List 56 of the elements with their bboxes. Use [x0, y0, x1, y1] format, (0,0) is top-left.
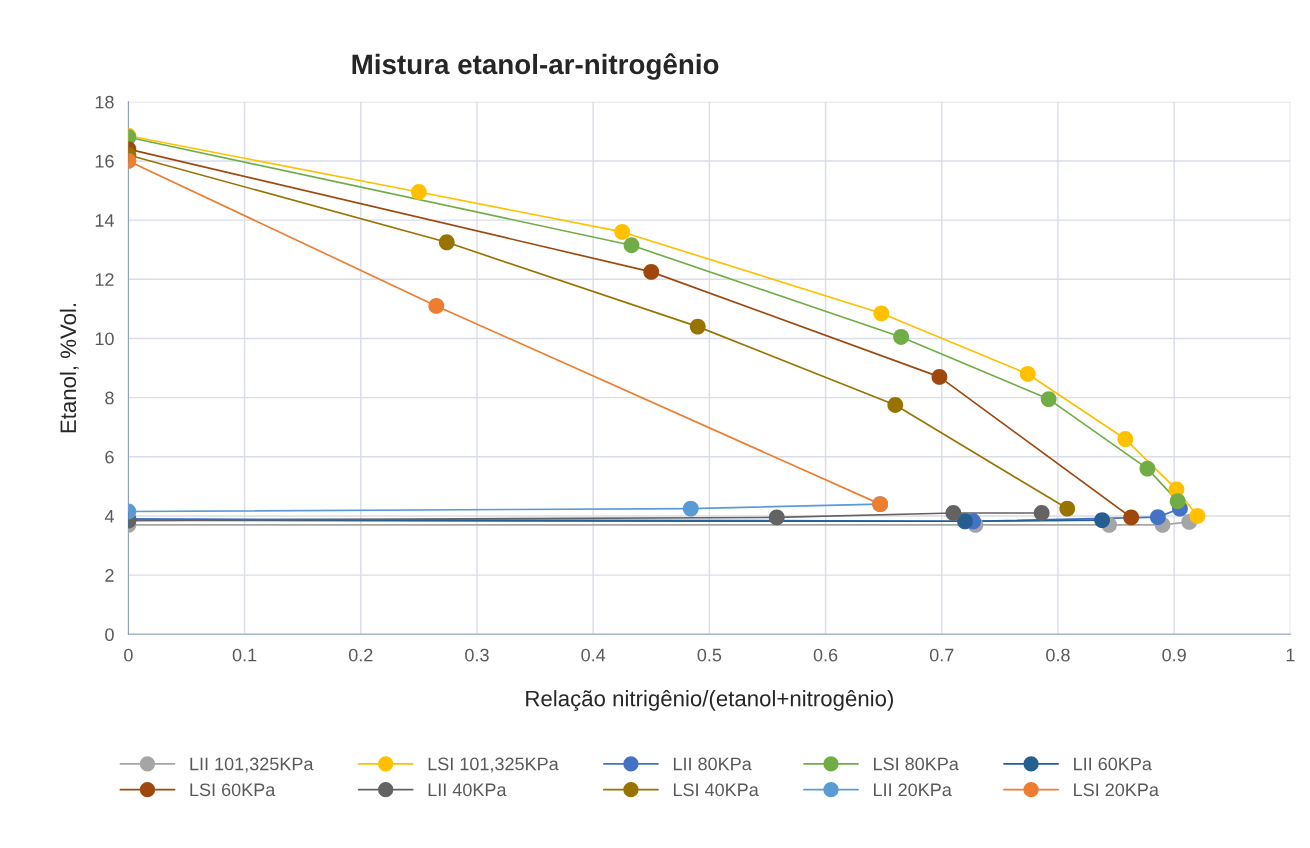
- legend-label: LII 40KPa: [428, 783, 507, 797]
- y-axis-title: Etanol, %Vol.: [59, 303, 79, 433]
- legend-label: LSI 60KPa: [190, 783, 276, 797]
- legend-label: LSI 20KPa: [1074, 783, 1159, 797]
- point: [893, 329, 910, 345]
- point: [614, 224, 631, 240]
- point: [873, 305, 890, 322]
- legend-label: LII 60KPa: [1074, 757, 1152, 771]
- x-tick-label: 0.2: [348, 648, 373, 662]
- point: [1033, 505, 1050, 521]
- x-tick-label: 1: [1286, 648, 1295, 662]
- point: [623, 237, 640, 254]
- point: [1019, 366, 1036, 382]
- point: [945, 505, 962, 521]
- y-tick-label: 16: [95, 154, 114, 168]
- x-tick-label: 0.9: [1162, 648, 1186, 662]
- x-tick-label: 0.4: [581, 648, 606, 662]
- point: [1149, 509, 1166, 526]
- x-tick-label: 0.6: [813, 648, 838, 662]
- y-tick-label: 12: [95, 273, 114, 286]
- point: [1040, 391, 1057, 408]
- x-tick-label: 0.1: [232, 648, 257, 662]
- y-tick-label: 8: [105, 391, 114, 405]
- legend-label: LSI 101,325KPa: [428, 757, 559, 773]
- point: [1094, 512, 1111, 529]
- x-tick-label: 0: [124, 648, 133, 662]
- point: [1123, 509, 1140, 526]
- point: [1059, 500, 1076, 517]
- point: [643, 263, 660, 280]
- y-tick-label: 2: [105, 569, 114, 582]
- legend-label: LII 101,325KPa: [190, 757, 314, 773]
- y-tick-label: 4: [104, 510, 114, 523]
- point: [887, 397, 904, 413]
- x-tick-label: 0.7: [929, 648, 954, 662]
- point: [957, 513, 973, 530]
- point: [1189, 508, 1206, 524]
- point: [1169, 493, 1186, 510]
- y-tick-label: 10: [95, 332, 114, 346]
- x-tick-label: 0.3: [465, 648, 489, 662]
- chart-title: Mistura etanol-ar-nitrogênio: [352, 53, 719, 80]
- legend-label: LSI 40KPa: [673, 783, 759, 797]
- point: [931, 368, 948, 385]
- legend-label: LII 20KPa: [874, 783, 952, 797]
- point: [689, 318, 706, 335]
- x-axis-title: Relação nitrigênio/(etanol+nitrogênio): [526, 690, 893, 711]
- x-tick-label: 0.8: [1046, 648, 1070, 662]
- y-tick-label: 18: [95, 95, 114, 109]
- y-tick-label: 6: [105, 450, 114, 464]
- legend-label: LII 80KPa: [673, 757, 752, 771]
- point: [768, 509, 785, 526]
- point: [1139, 460, 1156, 477]
- y-tick-label: 14: [95, 214, 114, 227]
- point: [1117, 431, 1134, 447]
- x-tick-label: 0.5: [697, 648, 722, 662]
- legend-label: LSI 80KPa: [874, 757, 959, 771]
- y-tick-label: 0: [105, 628, 114, 642]
